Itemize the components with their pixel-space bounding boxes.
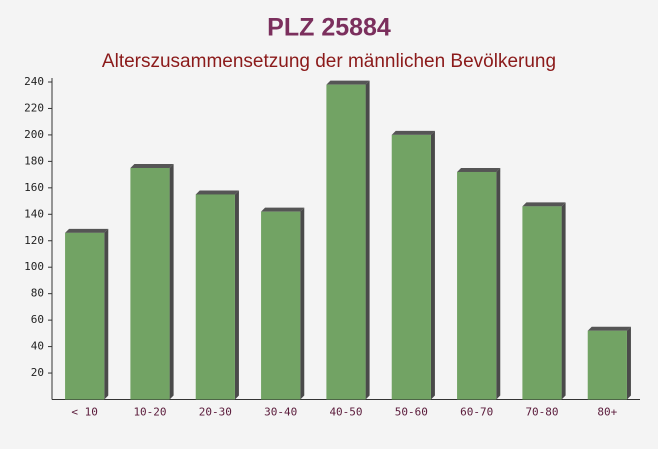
x-tick-label: 20-30 xyxy=(199,406,232,419)
bar xyxy=(65,232,105,400)
x-tick-label: 30-40 xyxy=(264,406,297,419)
bar-side xyxy=(300,207,305,400)
bar-top xyxy=(522,202,566,207)
y-tick-label: 220 xyxy=(24,101,44,114)
bar-top xyxy=(391,130,435,135)
y-tick-label: 160 xyxy=(24,181,44,194)
y-tick-label: 80 xyxy=(31,287,44,300)
y-tick-label: 100 xyxy=(24,260,44,273)
bar xyxy=(457,171,497,400)
y-tick-label: 180 xyxy=(24,154,44,167)
bar-side xyxy=(496,167,501,400)
x-tick-label: 80+ xyxy=(597,406,617,419)
x-tick-label: 70-80 xyxy=(525,406,558,419)
y-tick-label: 240 xyxy=(24,75,44,88)
x-tick-label: 60-70 xyxy=(460,406,493,419)
y-tick-label: 60 xyxy=(31,313,44,326)
y-tick-label: 120 xyxy=(24,234,44,247)
x-tick-label: 40-50 xyxy=(329,406,362,419)
bar-top xyxy=(195,190,239,195)
bar-top xyxy=(65,228,109,233)
bar-side xyxy=(430,130,435,400)
y-tick-label: 200 xyxy=(24,128,44,141)
bar-top xyxy=(261,207,305,212)
bar-top xyxy=(587,326,631,331)
y-tick-label: 40 xyxy=(31,340,44,353)
bar xyxy=(391,134,431,400)
bar-top xyxy=(130,163,174,168)
bar-side xyxy=(104,228,109,400)
bar-side xyxy=(234,190,239,400)
chart-title: PLZ 25884 xyxy=(267,14,391,42)
bar xyxy=(522,206,562,400)
bar xyxy=(326,84,366,400)
x-tick-label: 10-20 xyxy=(133,406,166,419)
chart-subtitle: Alterszusammensetzung der männlichen Bev… xyxy=(102,51,556,72)
x-tick-label: < 10 xyxy=(71,406,98,419)
y-tick-label: 20 xyxy=(31,366,44,379)
y-tick-label: 140 xyxy=(24,207,44,220)
bar-side xyxy=(365,80,370,400)
bar-top xyxy=(326,80,370,85)
bar-side xyxy=(169,163,174,400)
bar-side xyxy=(626,326,631,400)
bar xyxy=(587,330,627,400)
x-tick-label: 50-60 xyxy=(395,406,428,419)
bar-side xyxy=(561,202,566,400)
bar xyxy=(130,167,170,400)
bar-top xyxy=(457,167,501,172)
bar xyxy=(195,194,235,400)
bar xyxy=(261,211,301,400)
